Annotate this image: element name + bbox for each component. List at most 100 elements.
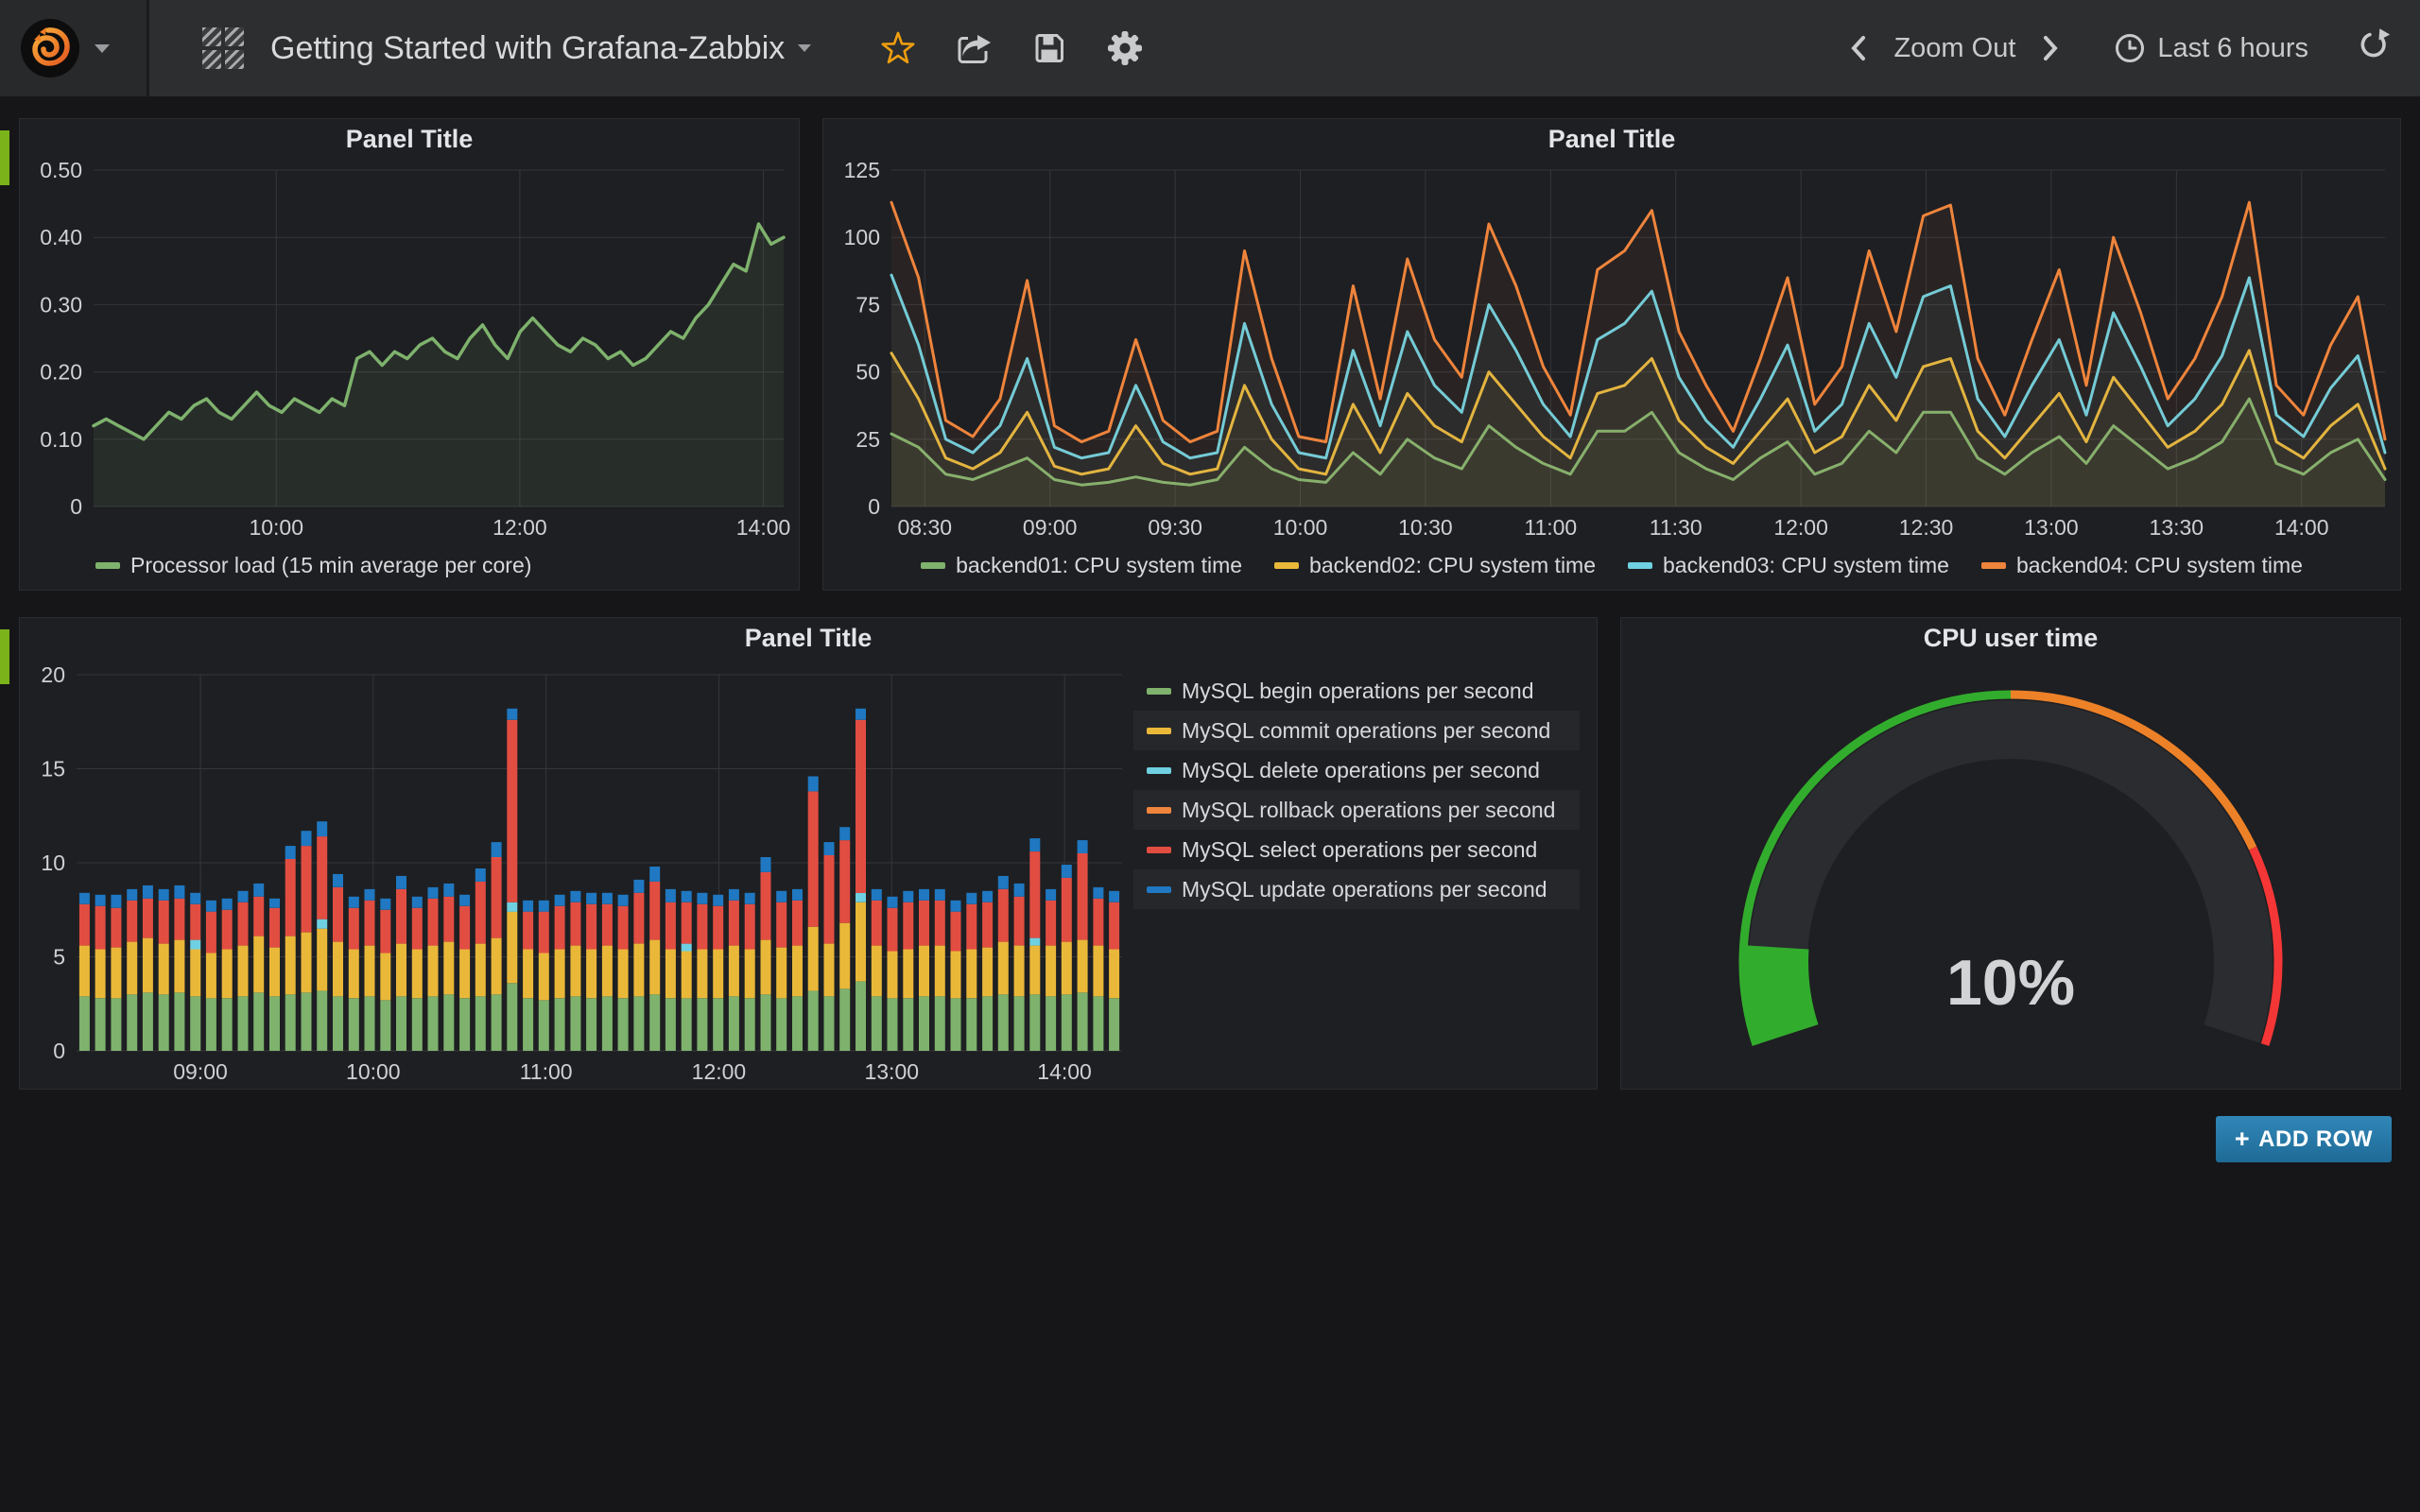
svg-text:0: 0: [53, 1039, 65, 1063]
add-row-label: ADD ROW: [2258, 1125, 2373, 1152]
svg-text:14:00: 14:00: [1037, 1059, 1092, 1084]
svg-text:50: 50: [856, 360, 880, 385]
legend-label: MySQL update operations per second: [1182, 876, 1547, 902]
legend-item[interactable]: MySQL commit operations per second: [1133, 711, 1580, 750]
refresh-button[interactable]: [2356, 26, 2392, 70]
dashboard-title[interactable]: Getting Started with Grafana-Zabbix: [270, 29, 786, 66]
add-row-button[interactable]: + ADD ROW: [2215, 1116, 2392, 1162]
row-handle[interactable]: [0, 629, 9, 684]
cpu-user-time-gauge[interactable]: 10%: [1621, 658, 2400, 1087]
legend-swatch: [1628, 561, 1652, 569]
panel-title[interactable]: Panel Title: [345, 124, 474, 153]
panel-title[interactable]: Panel Title: [744, 623, 873, 652]
legend-label: backend01: CPU system time: [956, 552, 1243, 577]
panel-cpu-system-time: Panel Title 0 25 50 75 100 125 08:30 09:00 09:30…: [822, 118, 2401, 591]
zoom-out-button[interactable]: Zoom Out: [1893, 32, 2016, 63]
dashboard-row: Panel Title 0 0.10 0.20 0.30 0.40 0.50 10:00 12…: [0, 118, 2401, 591]
grafana-logo-icon[interactable]: [21, 19, 79, 77]
svg-text:125: 125: [844, 159, 880, 182]
legend-label: backend03: CPU system time: [1663, 552, 1949, 577]
svg-text:0: 0: [70, 494, 82, 519]
time-range-label: Last 6 hours: [2157, 32, 2308, 63]
svg-text:13:30: 13:30: [2150, 515, 2204, 540]
legend-item[interactable]: backend01: CPU system time: [921, 553, 1242, 578]
save-button[interactable]: [1011, 0, 1087, 96]
chevron-left-icon[interactable]: [1848, 33, 1869, 63]
legend-label: MySQL rollback operations per second: [1182, 797, 1556, 822]
legend-item[interactable]: MySQL select operations per second: [1133, 830, 1580, 869]
legend-item[interactable]: backend02: CPU system time: [1274, 553, 1596, 578]
share-icon: [958, 35, 992, 63]
svg-text:11:30: 11:30: [1650, 515, 1703, 540]
plus-icon: +: [2234, 1125, 2251, 1153]
legend: MySQL begin operations per second MySQL c…: [1133, 658, 1597, 1089]
star-button[interactable]: [860, 0, 936, 96]
legend-item[interactable]: MySQL rollback operations per second: [1133, 790, 1580, 830]
time-shift-group: Zoom Out: [1848, 33, 2061, 64]
settings-button[interactable]: [1087, 0, 1163, 96]
legend-item[interactable]: backend03: CPU system time: [1628, 553, 1949, 578]
legend-item[interactable]: MySQL delete operations per second: [1133, 750, 1580, 790]
legend-label: MySQL select operations per second: [1182, 836, 1538, 862]
svg-text:5: 5: [53, 945, 65, 970]
dashboard-row: Panel Title 0 5 10 15 20 09:00 10:00 11:00 12:00…: [0, 617, 2401, 1090]
svg-text:20: 20: [41, 662, 65, 687]
panel-title[interactable]: Panel Title: [1547, 124, 1676, 153]
svg-text:10: 10: [41, 850, 65, 875]
legend: Processor load (15 min average per core): [20, 541, 799, 590]
svg-text:15: 15: [41, 757, 65, 782]
svg-text:100: 100: [844, 225, 880, 249]
legend: backend01: CPU system time backend02: CPU…: [823, 541, 2400, 590]
dashboard-grid-icon: [202, 27, 244, 69]
time-controls: Zoom Out Last 6 hours: [1848, 26, 2395, 70]
panel-cpu-user-time: CPU user time 10%: [1620, 617, 2401, 1090]
svg-text:08:30: 08:30: [898, 515, 953, 540]
legend-item[interactable]: backend04: CPU system time: [1980, 552, 2303, 578]
navbar-logo-section[interactable]: [0, 0, 149, 96]
row-handle[interactable]: [0, 130, 9, 185]
svg-text:13:00: 13:00: [2024, 515, 2079, 540]
refresh-icon: [2360, 28, 2391, 58]
clock-icon: [2116, 34, 2145, 62]
svg-text:09:00: 09:00: [1023, 515, 1078, 540]
legend-item[interactable]: MySQL update operations per second: [1133, 869, 1580, 909]
svg-text:09:00: 09:00: [173, 1059, 228, 1084]
share-button[interactable]: [936, 0, 1011, 96]
panel-mysql-operations: Panel Title 0 5 10 15 20 09:00 10:00 11:00 12:00…: [19, 617, 1598, 1090]
save-icon: [1035, 34, 1064, 62]
legend-item[interactable]: MySQL begin operations per second: [1133, 671, 1580, 711]
svg-text:0.30: 0.30: [40, 292, 82, 317]
legend-swatch: [1274, 561, 1300, 569]
legend-swatch: [1147, 727, 1171, 734]
add-row-container: + ADD ROW: [19, 1116, 2401, 1162]
title-caret-icon[interactable]: [798, 44, 812, 52]
legend-swatch: [1980, 561, 2006, 569]
legend-swatch: [921, 561, 946, 569]
svg-text:10:30: 10:30: [1398, 515, 1453, 540]
svg-text:12:00: 12:00: [493, 515, 547, 540]
time-range-picker[interactable]: Last 6 hours: [2114, 32, 2308, 64]
svg-text:12:00: 12:00: [1773, 515, 1828, 540]
panel-title[interactable]: CPU user time: [1923, 623, 2099, 652]
navbar-main: Getting Started with Grafana-Zabbix: [149, 0, 2420, 96]
svg-text:0.10: 0.10: [40, 427, 82, 452]
cpu-system-time-graph[interactable]: 0 25 50 75 100 125 08:30 09:00 09:30 10:00 10:30 11…: [823, 159, 2400, 541]
legend-label: MySQL begin operations per second: [1182, 678, 1534, 703]
legend-label: backend02: CPU system time: [1309, 552, 1596, 577]
logo-dropdown-caret-icon: [95, 43, 110, 53]
legend-swatch: [1147, 687, 1171, 695]
legend-swatch: [1147, 846, 1171, 853]
legend-swatch: [1147, 766, 1171, 774]
svg-text:0.20: 0.20: [40, 360, 82, 385]
navbar: Getting Started with Grafana-Zabbix: [0, 0, 2420, 96]
svg-text:0.50: 0.50: [40, 159, 82, 182]
legend-item[interactable]: Processor load (15 min average per core): [95, 553, 531, 578]
mysql-operations-graph[interactable]: 0 5 10 15 20 09:00 10:00 11:00 12:00 13:00 14:00: [20, 658, 1133, 1089]
chevron-right-icon[interactable]: [2040, 33, 2061, 63]
processor-load-graph[interactable]: 0 0.10 0.20 0.30 0.40 0.50 10:00 12:00 14:00: [20, 159, 799, 541]
legend-swatch: [95, 561, 120, 569]
legend-label: backend04: CPU system time: [2015, 552, 2303, 577]
legend-label: MySQL delete operations per second: [1182, 757, 1540, 782]
svg-text:12:00: 12:00: [692, 1059, 747, 1084]
legend-label: MySQL commit operations per second: [1182, 717, 1551, 743]
